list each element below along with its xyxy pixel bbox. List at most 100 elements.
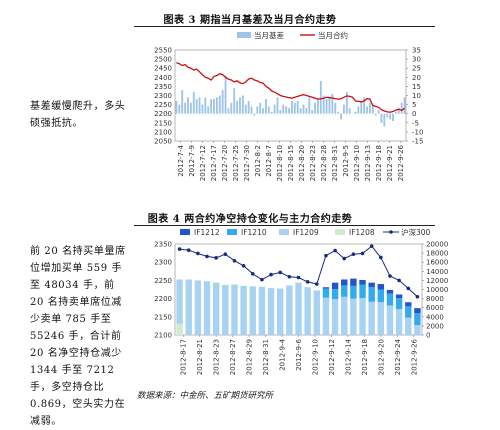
chart1-x-tick-label: 2012-8-10 [276,145,284,181]
chart1-basis-bar [273,104,276,114]
chart2-bar-if1212 [386,289,394,294]
chart2-index-marker [260,277,264,282]
chart1-basis-bar [400,102,403,114]
chart1-basis-bar [386,113,389,118]
chart2-x-tick-label: 2012-8-29 [246,339,254,375]
chart1-basis-bar [305,108,308,114]
chart2-x-tick-label: 2012-8-23 [213,339,221,375]
chart2-bar-if1209 [240,285,247,335]
chart2-index-marker [324,253,328,258]
chart1-left-tick-label: 2350 [154,83,172,91]
chart1-basis-bar [308,97,311,114]
chart1-basis-bar [213,99,215,114]
chart2-legend-swatch [227,229,237,235]
chart1-x-tick-label: 2012-9-21 [386,145,394,181]
chart1-basis-bar [383,113,386,127]
chart2-bar-if1210 [359,284,366,299]
chart1-x-tick-label: 2012-7-17 [210,145,218,181]
chart1-right-tick-label: 20 [412,74,421,82]
chart2-index-marker [369,244,374,248]
chart2-legend-swatch [180,229,190,235]
chart2-bar-if1209 [368,301,375,335]
chart1-legend-bar-swatch [237,32,251,38]
chart1-x-tick-label: 2012-7-4 [177,144,185,176]
chart1-basis-bar [253,113,256,116]
chart1-x-tick-label: 2012-9-26 [397,144,405,181]
chart2-bar-if1210 [414,313,421,325]
chart2-x-tick-label: 2012-9-24 [394,338,402,375]
chart1-right-tick-label: 15 [412,83,421,91]
chart1-basis-bar [354,111,357,114]
chart2-index-marker [278,270,283,275]
chart1-right-tick-label: -15 [412,138,423,146]
chart2-x-tick-label: 2012-9-12 [328,339,336,375]
chart1-basis-bar [360,100,363,114]
chart1-basis-bar [285,106,288,114]
chart1-basis-bar [247,100,250,114]
chart1-title-rule [134,26,435,27]
chart2-bar-if1209 [194,280,202,335]
chart1-basis-bar [239,97,241,114]
chart1-right-tick-label: 35 [412,47,421,55]
chart2-bar-if1209 [185,279,192,335]
chart2-right-tick-label: 6000 [426,304,444,312]
chart1-basis-bar [325,99,328,114]
chart2-bar-if1208 [176,323,183,335]
chart1-basis-bar [201,104,204,114]
chart2-left-tick-label: 2150 [154,313,172,321]
chart2-index-marker [379,255,383,260]
chart1-basis-bar [187,97,189,114]
chart1-axes: 2050210021502200225023002350240024502500… [154,47,423,182]
chart1-basis-bar [348,108,351,114]
chart1-basis-bar [392,113,394,121]
chart1-left-tick-label: 2150 [154,119,172,127]
chart2-x-tick-label: 2012-9-6 [295,338,303,370]
chart1-basis-bar [296,100,299,114]
chart2-bar-if1210 [331,289,339,300]
chart1-right-tick-label: 5 [412,101,416,109]
chart1-basis-bar [302,104,305,114]
chart2-right-tick-label: 8000 [426,295,444,303]
chart1-basis-bar [328,97,331,114]
chart2-bar-if1212 [395,294,403,299]
chart2-index-marker [388,274,392,278]
chart1-basis-bar [299,108,302,114]
chart1-basis-bar [311,110,314,114]
chart1-basis-bar [262,108,264,114]
chart2-bar-if1209 [304,287,311,335]
chart1-right-tick-label: 10 [412,92,421,100]
chart1-basis-bar [195,99,198,114]
chart1-basis-bar [314,102,316,114]
chart2-x-tick-label: 2012-8-21 [196,339,204,375]
chart1-basis-bar [207,106,210,114]
chart2-index-marker [342,256,347,261]
chart2-legend-label: IF1212 [194,228,220,237]
chart2-left-tick-label: 2200 [154,295,172,303]
chart2-bar-if1210 [386,293,394,306]
chart2-index-marker [214,256,218,260]
chart2-right-tick-label: 14000 [426,268,448,276]
chart2: IF1212 IF1210 IF1209 IF1208 沪深300 2100 2150 22… [154,227,448,375]
chart2-bar-if1209 [295,282,302,335]
chart1-basis-bar [184,102,187,114]
chart1-basis-bar [267,106,270,114]
chart2-bar-if1209 [359,298,366,335]
chart2-legend-label: IF1208 [349,228,375,237]
chart2-bar-if1212 [359,279,366,285]
chart1-basis-bar [357,106,360,114]
chart2-bar-if1209 [341,296,348,335]
chart2-right-tick-label: 12000 [426,277,448,285]
chart2-x-tick-label: 2012-9-26 [410,338,418,375]
chart2-bar-if1209 [414,324,421,335]
chart2-bar-if1209 [331,299,339,335]
chart1-bars [175,75,406,127]
chart2-bar-if1212 [341,279,348,286]
chart2-index-marker [415,294,420,299]
chart2-right-tick-label: 0 [426,332,430,340]
chart2-index-marker [269,272,273,277]
chart1-basis-bar [265,99,267,114]
chart2-index-marker [177,247,182,251]
chart1-basis-bar [233,88,236,114]
chart2-bar-if1209 [286,285,293,335]
chart1-basis-bar [288,108,290,114]
